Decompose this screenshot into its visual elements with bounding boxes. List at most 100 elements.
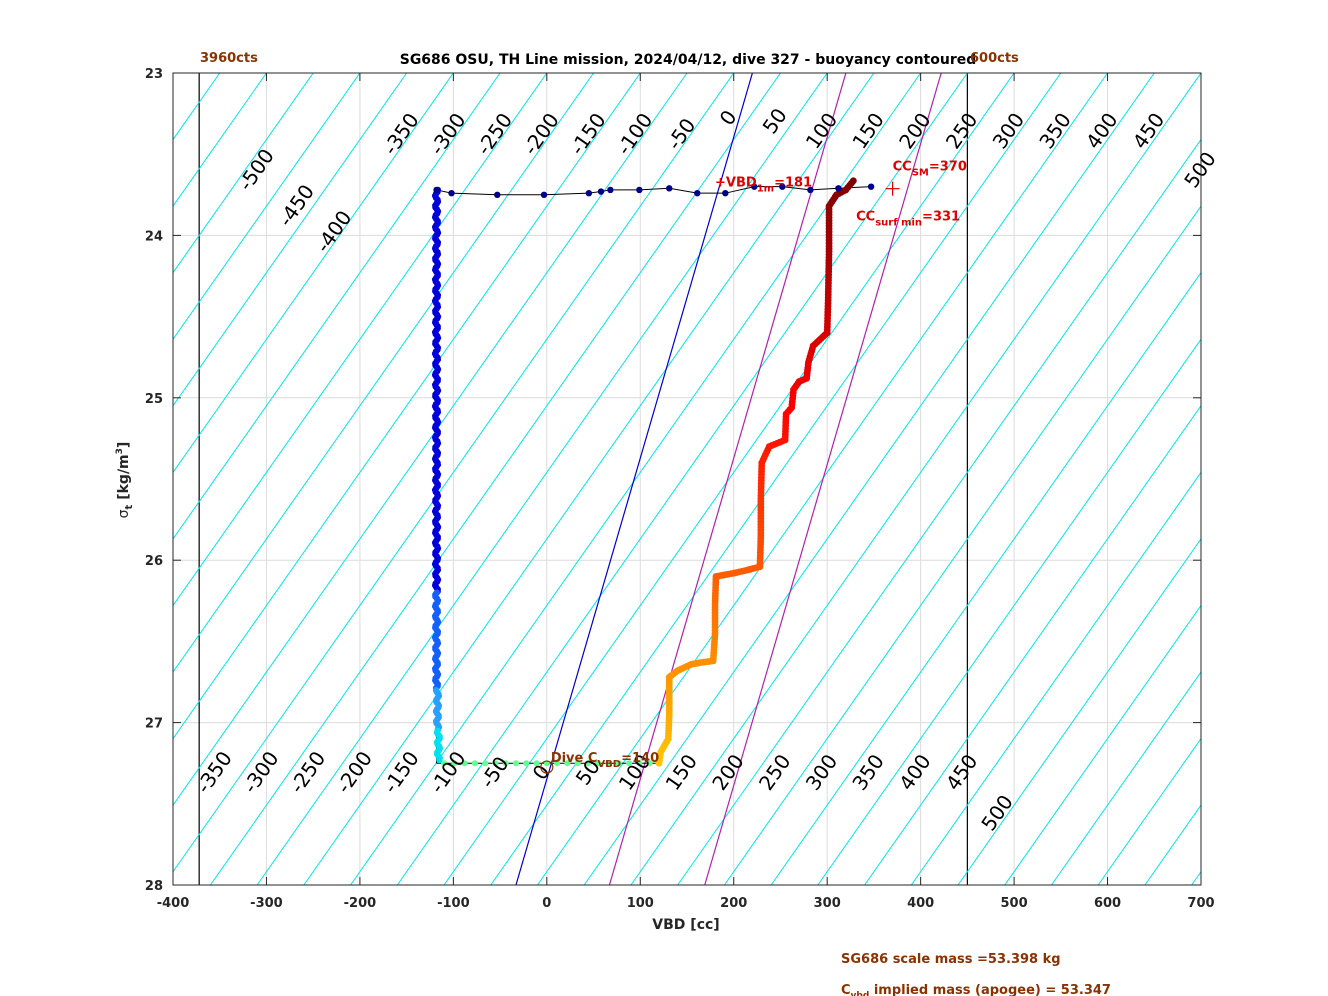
- y-tick-label: 25: [145, 392, 163, 407]
- contour-value-label: 150: [847, 108, 889, 153]
- ccsm-sub: SM: [912, 168, 929, 179]
- contour-value-label: 250: [941, 108, 983, 153]
- buoyancy-contour-line: [173, 73, 594, 673]
- buoyancy-contour-line: [677, 138, 1201, 885]
- apogee-point: [482, 760, 489, 767]
- apogee-point: [492, 760, 499, 767]
- y-tick-label: 27: [145, 717, 163, 732]
- ascent-point: [849, 177, 857, 185]
- surface-point: [751, 183, 758, 190]
- x-tick-label: 500: [1001, 896, 1028, 911]
- ccsm-value: =370: [929, 160, 967, 175]
- dive_c-marker: [540, 760, 554, 774]
- contour-value-label: 50: [758, 104, 792, 139]
- buoyancy-contour-line: [1097, 737, 1201, 885]
- apogee-point: [584, 760, 591, 767]
- contour-value-label: 400: [894, 750, 936, 795]
- contour-value-label: -150: [565, 108, 611, 159]
- dive_c-prefix: Dive C: [551, 751, 598, 766]
- ccsurfmin-value: =331: [922, 210, 960, 225]
- surface-point: [540, 191, 548, 198]
- y-tick-label: 26: [145, 554, 163, 569]
- buoyancy-contour-line: [173, 73, 501, 540]
- x-tick-label: 400: [907, 896, 934, 911]
- vbd1m-value: =181: [774, 176, 812, 191]
- mass-ref-magenta-1: [608, 73, 847, 885]
- y-axis-unit-exp: 3: [115, 448, 125, 454]
- contour-value-label: -50: [475, 752, 513, 793]
- vbd1m-sub: 1m: [757, 184, 774, 195]
- buoyancy-contour-line: [396, 73, 968, 885]
- buoyancy-contour-line: [0, 73, 33, 885]
- buoyancy-contour-line: [303, 73, 875, 885]
- contour-value-label: -250: [471, 108, 517, 159]
- contour-value-label: -500: [233, 144, 279, 195]
- surface-point: [666, 185, 673, 192]
- apogee-point: [441, 760, 448, 767]
- contour-value-label: 350: [847, 750, 889, 795]
- buoyancy-contour-line: [256, 73, 828, 885]
- buoyancy-contour-line: [350, 73, 922, 885]
- apogee-point: [574, 760, 581, 767]
- contour-label-layer: -500-450-400-350 -300 -250 -200 -150 -100 -50 0…: [191, 104, 1221, 836]
- contour-value-label: 300: [988, 108, 1030, 153]
- buoyancy-contour-line: [209, 73, 781, 885]
- descent-point: [436, 756, 443, 764]
- surface-point: [779, 183, 786, 190]
- contour-value-label: -50: [662, 114, 700, 155]
- buoyancy-contour-line: [490, 73, 1062, 885]
- x-tick-label: -300: [250, 896, 283, 911]
- surface-point: [636, 186, 643, 194]
- surface-point: [448, 189, 455, 197]
- surface-point: [607, 186, 614, 194]
- axis-tick-layer: -400 -300 -200 -100 0 100 200 300 400 500 600 700 23…: [145, 67, 1215, 911]
- contour-value-label: 450: [1128, 108, 1170, 153]
- surface-point: [433, 186, 440, 194]
- y-axis-sigma: σ: [116, 509, 132, 518]
- dive_c-value: =140: [621, 751, 659, 766]
- apogee-point: [512, 760, 519, 767]
- reference-line-layer: [515, 73, 942, 885]
- mass-ref-magenta-2: [704, 73, 942, 885]
- buoyancy-contour-line: [173, 73, 641, 740]
- buoyancy-contour-line: [630, 73, 1201, 885]
- apogee-point: [636, 760, 643, 767]
- surface-point: [494, 191, 501, 198]
- y-axis-unit-close: ]: [116, 442, 132, 448]
- apogee-point: [471, 760, 478, 767]
- buoyancy-contour-line: [0, 73, 126, 885]
- contour-value-label: -450: [273, 180, 319, 231]
- contour-value-label: 100: [801, 108, 843, 153]
- implied-mass-prefix: C: [841, 983, 851, 996]
- ccsurfmin-annotation: CCsurf min=331: [856, 210, 960, 229]
- apogee-point: [626, 760, 633, 767]
- x-axis-label: VBD [cc]: [652, 917, 719, 933]
- apogee-point: [554, 760, 561, 767]
- y-axis-label: σt [kg/m3]: [115, 442, 135, 519]
- y-tick-label: 24: [145, 229, 163, 244]
- apogee-point: [564, 760, 571, 767]
- buoyancy-contour-line: [173, 73, 314, 274]
- chart-title: SG686 OSU, TH Line mission, 2024/04/12, …: [400, 52, 977, 68]
- x-tick-label: -400: [157, 896, 190, 911]
- buoyancy-contour-line: [173, 73, 221, 141]
- surface-point: [835, 185, 842, 192]
- surface-track-line: [436, 186, 872, 196]
- buoyancy-contour-line: [817, 338, 1201, 885]
- surface-point: [585, 189, 593, 197]
- apogee-point: [605, 760, 612, 767]
- vbd-min-limit-label: 3960cts: [200, 51, 258, 66]
- apogee-point: [595, 760, 602, 767]
- plot-frame: [172, 72, 1202, 886]
- surface-point: [597, 188, 605, 195]
- grid-layer: [173, 73, 1201, 885]
- apogee-point: [646, 760, 653, 767]
- contour-value-label: -300: [425, 108, 471, 159]
- y-tick-label: 28: [145, 879, 163, 894]
- implied-mass-sub: vbd: [851, 991, 870, 996]
- x-tick-label: 200: [720, 896, 747, 911]
- contour-value-label: 250: [754, 750, 796, 795]
- apogee-point: [615, 760, 622, 767]
- apogee-point: [451, 760, 458, 767]
- buoyancy-contour-line: [0, 73, 80, 885]
